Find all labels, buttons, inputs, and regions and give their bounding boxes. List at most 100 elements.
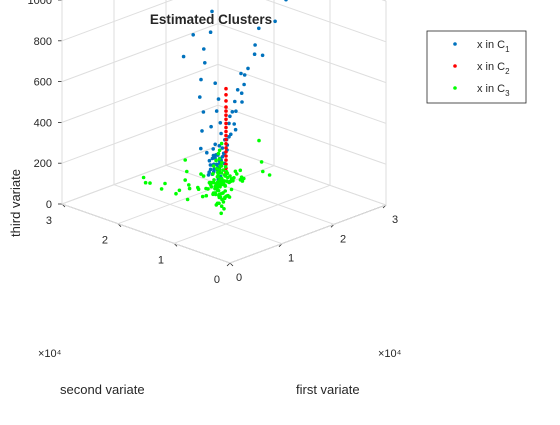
point-c1-16	[206, 173, 211, 177]
series-c3	[141, 138, 272, 216]
floor-grid-y-2	[117, 165, 275, 225]
point-c3-101	[163, 181, 167, 186]
point-c3-82	[215, 188, 220, 192]
point-c3-108	[185, 169, 189, 174]
point-c1-62	[242, 73, 247, 77]
point-c1-58	[201, 110, 206, 114]
wally-grid-z-0	[61, 145, 219, 205]
point-c1-70	[284, 0, 288, 2]
point-c1-40	[228, 114, 232, 119]
point-c3-61	[225, 171, 230, 176]
y-tick-mark-0	[229, 262, 234, 267]
point-c1-48	[239, 91, 244, 95]
legend-label-c1: x in C1	[477, 39, 510, 54]
legend: x in C1 x in C2 x in C3	[426, 30, 527, 104]
point-c1-21	[207, 158, 212, 163]
legend-box	[426, 30, 527, 104]
point-c1-64	[260, 53, 265, 58]
point-c3-104	[267, 173, 272, 177]
point-c1-59	[239, 71, 243, 76]
point-c3-36	[223, 165, 228, 169]
legend-entry-c1: x in C1	[453, 39, 510, 54]
z-tick-label-1: 200	[34, 158, 52, 170]
point-c2-6	[224, 146, 228, 150]
point-c3-95	[228, 179, 232, 184]
tick-labels: 0 1 2 3 0 1 2 3 0 200 400 600 800 1000	[28, 0, 399, 286]
point-c1-57	[216, 97, 221, 101]
floor-grid-y-1	[173, 184, 331, 244]
point-c3-118	[219, 164, 224, 168]
point-c1-50	[233, 99, 237, 104]
point-c1-75	[191, 33, 195, 37]
point-c3-54	[214, 158, 218, 163]
point-c3-20	[223, 184, 227, 188]
point-c2-18	[224, 93, 228, 97]
wallx-grid-z-0	[217, 145, 387, 206]
point-c2-14	[224, 113, 228, 117]
point-c1-20	[207, 170, 211, 174]
point-c3-52	[216, 173, 220, 178]
point-c3-44	[211, 172, 215, 176]
x-exponent-label: ×10⁴	[378, 348, 402, 360]
point-c1-56	[246, 66, 250, 71]
point-c3-40	[219, 171, 224, 175]
point-c3-75	[218, 182, 223, 187]
point-c2-11	[224, 125, 228, 130]
wally-grid-z-2	[61, 63, 219, 123]
point-c1-38	[233, 127, 238, 132]
point-c1-66	[199, 77, 203, 82]
point-c3-47	[217, 148, 222, 153]
point-c1-51	[209, 124, 213, 129]
point-c1-78	[210, 9, 214, 14]
point-c3-27	[215, 166, 219, 171]
point-c1-65	[252, 52, 257, 56]
floor-grid-x-0	[61, 203, 231, 264]
point-c1-49	[199, 146, 203, 151]
z-tick-label-2: 400	[34, 117, 52, 129]
point-c3-117	[226, 193, 230, 198]
point-c1-71	[202, 47, 206, 51]
point-c3-71	[225, 175, 230, 180]
point-c3-89	[199, 172, 203, 176]
point-c1-61	[253, 43, 257, 47]
point-c3-107	[148, 181, 152, 185]
y-exponent-label: ×10⁴	[38, 348, 62, 360]
point-c1-45	[240, 100, 244, 104]
legend-entry-c2: x in C2	[453, 61, 510, 76]
z-tick-label-3: 600	[34, 77, 52, 89]
box-top-back-y	[381, 0, 387, 2]
wally-grid-z-4	[61, 0, 174, 42]
point-c3-114	[208, 182, 213, 187]
point-c3-38	[223, 189, 227, 193]
point-c1-60	[213, 81, 217, 85]
x-tick-label-0: 0	[236, 272, 242, 284]
point-c3-58	[215, 183, 219, 188]
z-tick-label-4: 800	[34, 36, 52, 48]
point-c3-72	[204, 193, 209, 198]
point-c1-34	[217, 144, 222, 148]
wally-grid-z-1	[61, 104, 219, 164]
point-c1-43	[205, 150, 209, 155]
point-c2-13	[224, 117, 228, 122]
point-c3-55	[229, 187, 234, 192]
point-c1-74	[208, 30, 213, 34]
point-c3-109	[259, 160, 264, 164]
point-c3-49	[214, 203, 219, 207]
point-c3-80	[200, 194, 205, 199]
wallx-grid-z-4	[265, 0, 387, 43]
wallx-grid-z-5	[381, 0, 387, 2]
point-c3-111	[183, 158, 187, 162]
chart-title: Estimated Clusters	[150, 12, 272, 27]
z-tick-label-5: 1000	[28, 0, 52, 7]
point-c1-35	[227, 121, 231, 126]
point-c2-16	[224, 105, 228, 109]
point-c3-67	[221, 179, 225, 183]
point-c1-41	[213, 142, 217, 147]
point-c3-31	[220, 160, 224, 165]
wallx-grid-z-1	[217, 104, 387, 165]
point-c2-3	[224, 158, 228, 162]
point-c3-53	[217, 168, 222, 172]
point-c3-116	[223, 196, 227, 201]
